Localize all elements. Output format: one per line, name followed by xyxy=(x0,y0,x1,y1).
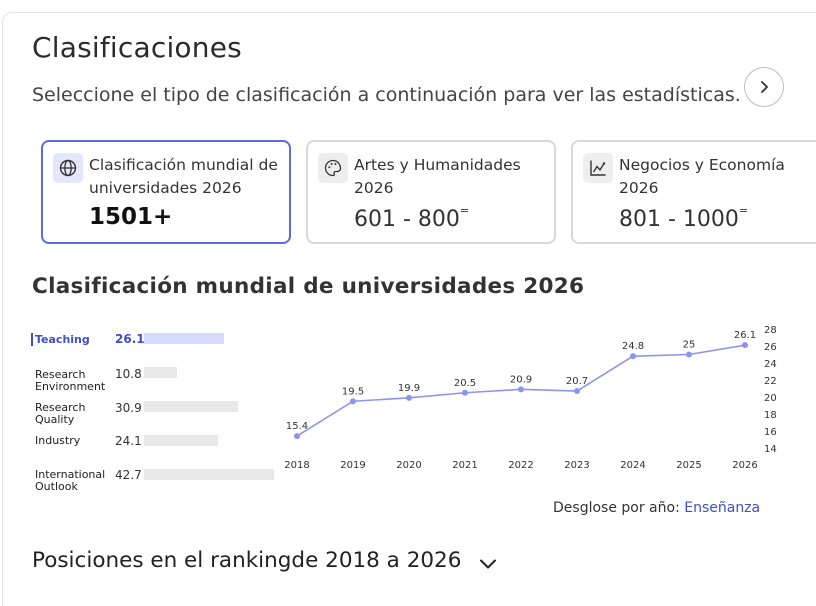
section-title: Clasificación mundial de universidades 2… xyxy=(32,274,585,299)
data-point[interactable] xyxy=(742,342,748,349)
x-tick-label: 2022 xyxy=(508,460,533,471)
page-subtitle: Seleccione el tipo de clasificación a co… xyxy=(32,84,741,106)
y-tick-label: 22 xyxy=(764,376,777,387)
globe-icon xyxy=(53,153,83,183)
data-label: 20.9 xyxy=(510,374,532,385)
card-label-line2: universidades 2026 xyxy=(89,179,242,197)
x-tick-label: 2019 xyxy=(340,460,365,471)
palette-icon xyxy=(318,153,348,183)
data-point[interactable] xyxy=(518,386,524,393)
metric-label-research-environment[interactable]: Research Environment xyxy=(35,368,106,393)
y-tick-label: 20 xyxy=(764,393,777,404)
card-value-suffix: = xyxy=(738,204,749,217)
positions-title[interactable]: Posiciones en el rankingde 2018 a 2026 xyxy=(32,548,462,573)
card-label: Negocios y Economía 2026 xyxy=(619,156,785,197)
x-tick-label: 2025 xyxy=(676,460,701,471)
metric-value-teaching: 26.1 xyxy=(115,332,145,346)
breakdown-by-year: Desglose por año: Enseñanza xyxy=(553,500,760,516)
y-tick-label: 26 xyxy=(764,342,777,353)
metric-label-industry[interactable]: Industry xyxy=(35,434,81,447)
page-title: Clasificaciones xyxy=(32,31,242,64)
y-tick-label: 28 xyxy=(764,325,777,336)
x-tick-label: 2020 xyxy=(396,460,421,471)
x-tick-label: 2026 xyxy=(732,460,757,471)
data-label: 19.5 xyxy=(342,386,364,397)
next-button[interactable] xyxy=(744,67,784,107)
card-label: Artes y Humanidades 2026 xyxy=(354,156,521,197)
chevron-right-icon xyxy=(761,81,768,93)
metric-label-research-quality[interactable]: Research Quality xyxy=(35,401,86,426)
y-tick-label: 24 xyxy=(764,359,777,370)
metric-bar-international-outlook xyxy=(144,469,275,480)
active-metric-marker xyxy=(31,333,33,346)
card-value: 601 - 800= xyxy=(354,204,469,232)
card-value-text: 601 - 800 xyxy=(354,207,460,232)
card-label-line1: Clasificación mundial de xyxy=(89,156,278,174)
breakdown-link[interactable]: Enseñanza xyxy=(684,500,761,516)
x-tick-label: 2021 xyxy=(452,460,477,471)
card-value-suffix: = xyxy=(459,204,470,217)
card-value-text: 801 - 1000 xyxy=(619,207,739,232)
data-point[interactable] xyxy=(294,433,300,440)
y-tick-label: 16 xyxy=(764,427,777,438)
ranking-card-arts[interactable]: Artes y Humanidades 2026 601 - 800= xyxy=(306,140,556,244)
metric-bar-industry xyxy=(144,435,218,446)
data-label: 15.4 xyxy=(286,421,308,432)
rankings-panel xyxy=(2,12,816,606)
chevron-down-icon xyxy=(480,559,496,569)
chart-icon xyxy=(583,153,613,183)
x-tick-label: 2023 xyxy=(564,460,589,471)
data-label: 24.8 xyxy=(622,341,644,352)
metric-value-research-quality: 30.9 xyxy=(115,401,142,415)
card-label: Clasificación mundial de universidades 2… xyxy=(89,154,278,200)
breakdown-label: Desglose por año: xyxy=(553,500,680,516)
expand-positions-button[interactable] xyxy=(476,552,500,576)
card-value: 1501+ xyxy=(89,204,173,230)
metric-bar-teaching xyxy=(144,333,224,344)
data-point[interactable] xyxy=(630,353,636,360)
y-tick-label: 18 xyxy=(764,410,777,421)
card-value: 801 - 1000= xyxy=(619,204,748,232)
data-point[interactable] xyxy=(406,394,412,401)
data-point[interactable] xyxy=(574,388,580,395)
data-point[interactable] xyxy=(462,389,468,396)
data-point[interactable] xyxy=(350,398,356,405)
metric-bar-research-environment xyxy=(144,367,177,378)
metric-value-international-outlook: 42.7 xyxy=(115,468,142,482)
x-tick-label: 2018 xyxy=(284,460,309,471)
ranking-card-business[interactable]: Negocios y Economía 2026 801 - 1000= xyxy=(571,140,816,244)
data-label: 25 xyxy=(683,340,696,351)
metric-label-international-outlook[interactable]: International Outlook xyxy=(35,468,106,493)
data-label: 19.9 xyxy=(398,383,420,394)
metric-label-teaching[interactable]: Teaching xyxy=(35,333,90,346)
metric-value-research-environment: 10.8 xyxy=(115,367,142,381)
metric-value-industry: 24.1 xyxy=(115,434,142,448)
data-label: 20.5 xyxy=(454,378,476,389)
data-label: 20.7 xyxy=(566,376,588,387)
ranking-card-world[interactable]: Clasificación mundial de universidades 2… xyxy=(41,140,291,244)
data-point[interactable] xyxy=(686,351,692,358)
data-label: 26.1 xyxy=(734,330,756,341)
y-tick-label: 14 xyxy=(764,444,777,455)
metric-bar-research-quality xyxy=(144,401,239,412)
x-tick-label: 2024 xyxy=(620,460,645,471)
